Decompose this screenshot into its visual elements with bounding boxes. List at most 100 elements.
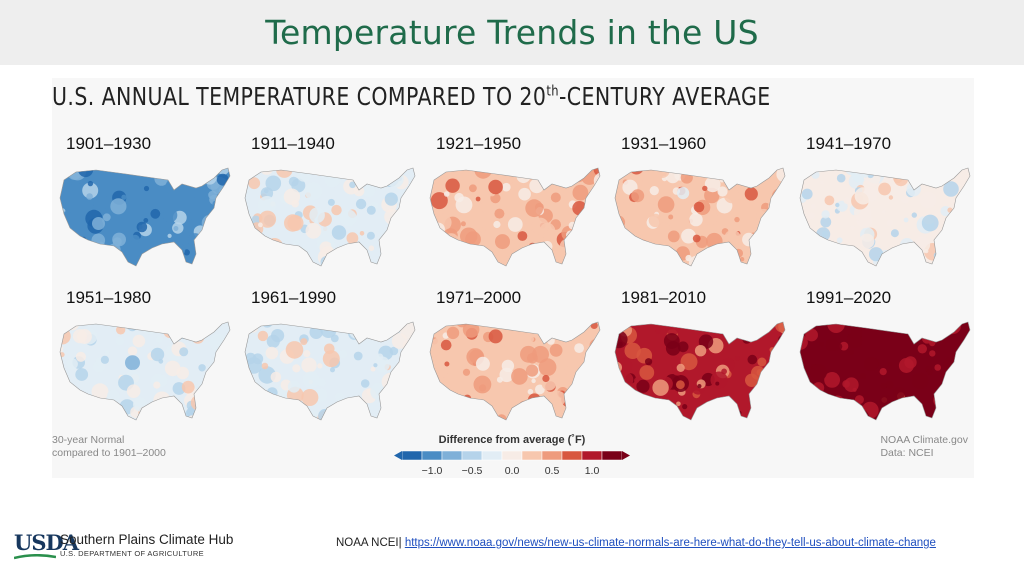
map-anomaly-patch bbox=[503, 322, 509, 326]
source-note-line1: NOAA Climate.gov bbox=[880, 434, 968, 446]
map-anomaly-patch bbox=[251, 215, 261, 225]
map-anomaly-patch bbox=[760, 396, 774, 410]
map-anomaly-patch bbox=[263, 247, 278, 262]
map-anomaly-patch bbox=[60, 239, 63, 244]
map-anomaly-patch bbox=[665, 322, 680, 336]
map-anomaly-patch bbox=[517, 231, 528, 241]
map-anomaly-patch bbox=[327, 198, 335, 206]
map-anomaly-patch bbox=[663, 333, 680, 349]
map-anomaly-patch bbox=[330, 242, 336, 248]
map-anomaly-patch bbox=[542, 406, 553, 418]
map-anomaly-patch bbox=[127, 346, 138, 356]
map-anomaly-patch bbox=[430, 413, 438, 420]
map-panel-label: 1921–1950 bbox=[436, 134, 522, 153]
map-anomaly-patch bbox=[655, 252, 668, 266]
map-anomaly-patch bbox=[884, 414, 893, 420]
citation-link[interactable]: https://www.noaa.gov/news/new-us-climate… bbox=[404, 537, 936, 549]
map-anomaly-patch bbox=[414, 387, 415, 395]
map-anomaly-patch bbox=[349, 181, 356, 189]
map-anomaly-patch bbox=[339, 350, 348, 359]
map-anomaly-patch bbox=[854, 187, 872, 205]
map-anomaly-patch bbox=[720, 400, 730, 410]
map-anomaly-patch bbox=[771, 188, 785, 205]
map-panel: 1931–1960 bbox=[611, 134, 791, 284]
map-anomaly-patch bbox=[181, 380, 195, 394]
legend-swatch bbox=[421, 450, 443, 461]
map-anomaly-patch bbox=[173, 226, 179, 231]
map-anomaly-patch bbox=[746, 322, 755, 329]
map-anomaly-patch bbox=[518, 187, 531, 201]
map-anomaly-patch bbox=[805, 328, 818, 342]
map-anomaly-patch bbox=[185, 322, 200, 336]
map-anomaly-patch bbox=[208, 190, 218, 200]
map-anomaly-patch bbox=[220, 345, 229, 353]
map-anomaly-patch bbox=[680, 353, 698, 371]
map-anomaly-patch bbox=[266, 334, 280, 348]
us-map-outline bbox=[615, 322, 785, 420]
map-anomaly-patch bbox=[577, 220, 595, 239]
citation-prefix: NOAA NCEI| bbox=[336, 537, 405, 549]
map-anomaly-patch bbox=[807, 212, 816, 220]
map-anomaly-patch bbox=[430, 322, 436, 332]
map-anomaly-patch bbox=[676, 363, 685, 372]
map-anomaly-patch bbox=[150, 208, 161, 219]
map-anomaly-patch bbox=[676, 380, 685, 390]
map-anomaly-patch bbox=[956, 195, 970, 213]
map-anomaly-patch bbox=[462, 322, 480, 338]
map-anomaly-patch bbox=[556, 322, 564, 327]
map-anomaly-patch bbox=[542, 322, 550, 331]
map-anomaly-patch bbox=[76, 329, 92, 344]
map-anomaly-patch bbox=[190, 394, 207, 411]
map-anomaly-patch bbox=[895, 404, 904, 412]
map-anomaly-patch bbox=[193, 188, 206, 201]
map-anomaly-patch bbox=[879, 394, 893, 409]
map-anomaly-patch bbox=[353, 185, 365, 197]
map-anomaly-patch bbox=[615, 215, 626, 230]
map-anomaly-patch bbox=[184, 408, 199, 420]
map-anomaly-patch bbox=[527, 388, 534, 395]
map-anomaly-patch bbox=[615, 322, 622, 328]
map-anomaly-patch bbox=[245, 226, 255, 243]
us-map bbox=[59, 167, 231, 267]
map-anomaly-patch bbox=[445, 241, 457, 254]
map-anomaly-patch bbox=[800, 383, 808, 393]
map-anomaly-patch bbox=[507, 217, 523, 232]
map-anomaly-patch bbox=[435, 170, 440, 175]
map-anomaly-patch bbox=[317, 248, 335, 266]
map-panel: 1911–1940 bbox=[241, 134, 421, 284]
map-anomaly-patch bbox=[66, 358, 78, 370]
map-anomaly-patch bbox=[709, 410, 715, 416]
map-anomaly-patch bbox=[331, 225, 347, 240]
usda-logo-text: USDA bbox=[14, 530, 79, 555]
map-anomaly-patch bbox=[710, 371, 728, 389]
map-anomaly-patch bbox=[475, 356, 490, 371]
map-anomaly-patch bbox=[483, 322, 499, 332]
map-anomaly-patch bbox=[801, 188, 813, 200]
map-anomaly-patch bbox=[559, 322, 576, 332]
map-anomaly-patch bbox=[124, 168, 135, 174]
usda-hub-logo[interactable]: USDA Southern Plains Climate Hub U.S. DE… bbox=[14, 528, 274, 562]
map-anomaly-patch bbox=[947, 207, 953, 213]
map-anomaly-patch bbox=[697, 384, 702, 389]
map-anomaly-patch bbox=[524, 221, 534, 231]
map-anomaly-patch bbox=[539, 326, 544, 331]
map-anomaly-patch bbox=[941, 247, 948, 254]
map-anomaly-patch bbox=[143, 185, 150, 192]
map-anomaly-patch bbox=[911, 212, 917, 218]
map-anomaly-patch bbox=[292, 364, 301, 373]
map-anomaly-patch bbox=[781, 180, 785, 187]
us-map bbox=[59, 321, 231, 421]
map-anomaly-patch bbox=[703, 210, 718, 225]
map-anomaly-patch bbox=[651, 412, 662, 420]
map-anomaly-patch bbox=[254, 403, 270, 419]
map-anomaly-patch bbox=[399, 396, 413, 410]
map-anomaly-patch bbox=[724, 229, 741, 247]
map-anomaly-patch bbox=[338, 253, 343, 258]
slide-title-bar: Temperature Trends in the US bbox=[0, 0, 1024, 65]
map-anomaly-patch bbox=[851, 409, 870, 420]
map-anomaly-patch bbox=[136, 254, 150, 266]
map-panel-label: 1941–1970 bbox=[806, 134, 892, 153]
map-panel: 1981–2010 bbox=[611, 288, 791, 438]
map-anomaly-patch bbox=[859, 373, 867, 380]
map-anomaly-patch bbox=[907, 254, 925, 266]
